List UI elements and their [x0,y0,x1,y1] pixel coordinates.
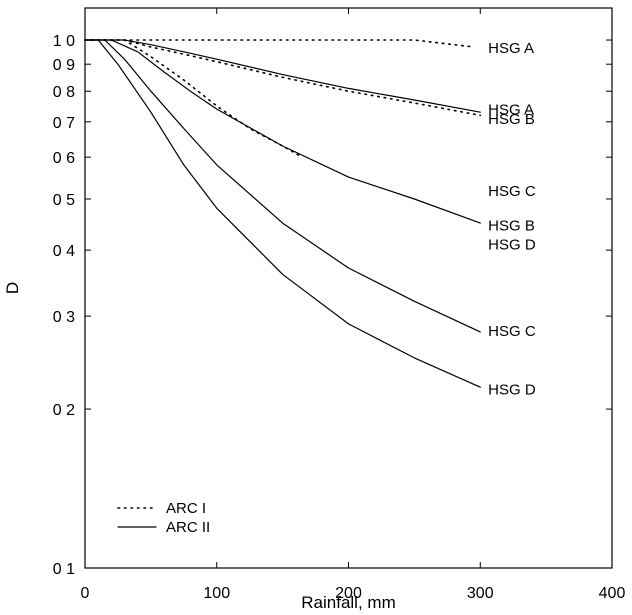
series-line-arc-i-hsg-a [84,39,475,48]
y-tick-label: 0 6 [53,150,75,167]
curve-label: HSG B [488,218,535,235]
curve-label: HSG A [488,40,534,57]
y-tick-label: 0 3 [53,309,75,326]
y-tick-label: 0 2 [53,402,75,419]
y-tick-label: 0 9 [53,57,75,74]
series-line-arc-i-hsg-c [84,39,304,158]
x-tick-label: 200 [335,585,362,602]
series-line-arc-ii-hsg-d [84,39,481,388]
x-tick-label: 100 [203,585,230,602]
legend-label: ARC II [166,519,210,536]
legend-label: ARC I [166,500,206,517]
tick-layer: 0 100 200 300 400 0 1 0 2 0 3 0 4 0 5 0 6 0 7 0 8 0 9… [53,8,626,602]
plot-frame [84,7,613,569]
y-tick-label: 0 5 [53,192,75,209]
curve-label: HSG C [488,183,536,200]
curve-label: HSG C [488,323,536,340]
y-tick-label: 0 7 [53,115,75,132]
curve-label: HSG B [488,111,535,128]
curve-label: HSG D [488,381,536,398]
series-line-arc-i-hsg-b [84,39,482,117]
curve-label: HSG A [488,102,534,119]
curve-label: HSG D [488,236,536,253]
legend: ARC I ARC II [117,500,210,536]
y-tick-label: 0 1 [53,561,75,578]
series-line-arc-ii-hsg-b [84,39,481,224]
x-tick-label: 300 [467,585,494,602]
series-layer [84,39,482,388]
y-tick-label: 0 4 [53,243,75,260]
series-line-arc-ii-hsg-a [84,39,481,113]
y-tick-label: 1 0 [53,33,75,50]
x-tick-label: 0 [81,585,90,602]
series-line-arc-ii-hsg-c [84,39,481,333]
y-tick-label: 0 8 [53,84,75,101]
y-axis-title: D [3,282,22,294]
x-axis-title: Rainfall, mm [301,593,395,612]
x-tick-label: 400 [599,585,626,602]
